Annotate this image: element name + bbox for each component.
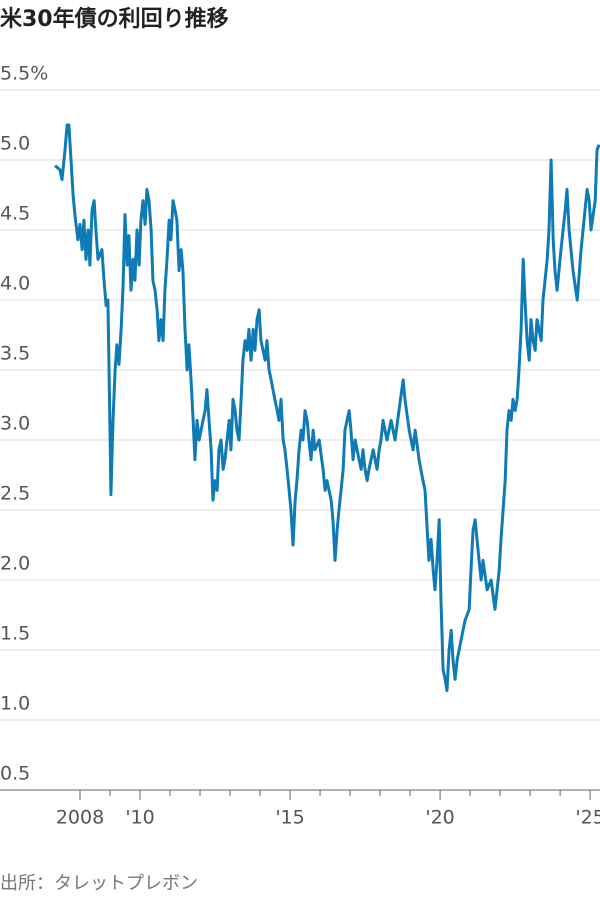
y-tick-label: 5.0	[0, 133, 30, 155]
y-tick-label: 3.5	[0, 343, 30, 365]
x-tick-label: 2008	[56, 807, 104, 829]
y-tick-label: 0.5	[0, 763, 30, 785]
x-tick-label: '10	[125, 807, 154, 829]
y-tick-label: 2.0	[0, 553, 30, 575]
source: 出所：タレットプレボン	[0, 873, 198, 894]
y-tick-label: 1.0	[0, 693, 30, 715]
x-tick-label: '20	[425, 807, 454, 829]
x-tick-label: '15	[275, 807, 304, 829]
x-tick-label: '25	[575, 807, 600, 829]
yield-line	[54, 123, 600, 693]
y-tick-label: 3.0	[0, 413, 30, 435]
y-tick-label: 4.0	[0, 273, 30, 295]
y-tick-label: 1.5	[0, 623, 30, 645]
chart-title: 米30年債の利回り推移	[0, 6, 229, 32]
y-tick-label: 2.5	[0, 483, 30, 505]
y-tick-label: 4.5	[0, 203, 30, 225]
y-tick-label: 5.5%	[0, 63, 48, 85]
